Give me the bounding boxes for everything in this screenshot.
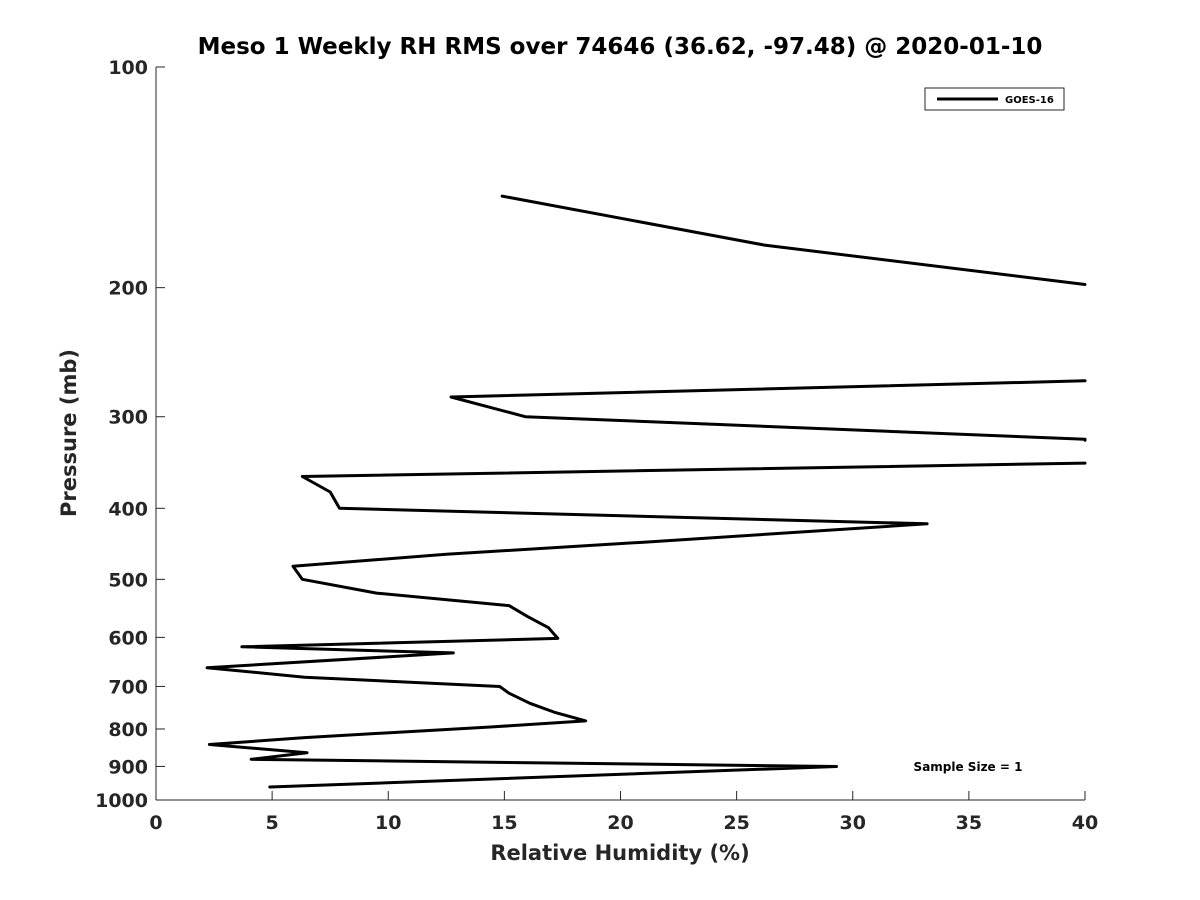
x-tick-label: 30 xyxy=(840,812,866,834)
sample-size-annotation: Sample Size = 1 xyxy=(914,760,1023,774)
x-tick-label: 35 xyxy=(956,812,982,834)
y-tick-label: 200 xyxy=(108,278,148,300)
series-line-goes-16-segment-3 xyxy=(205,461,1087,789)
x-tick-label: 0 xyxy=(149,812,162,834)
series-line-goes-16-segment-2 xyxy=(449,379,1087,442)
y-tick-label: 900 xyxy=(108,756,148,778)
legend: GOES-16 xyxy=(924,87,1065,111)
series-layer xyxy=(205,194,1087,789)
x-ticks: 0 5 10 15 20 25 30 35 40 xyxy=(149,791,1098,834)
y-tick-label: 1000 xyxy=(95,790,148,812)
x-axis-label: Relative Humidity (%) xyxy=(490,841,749,865)
y-ticks: 100 200 300 400 500 600 700 800 900 1000 xyxy=(95,57,165,812)
y-tick-label: 600 xyxy=(108,627,148,649)
y-tick-label: 300 xyxy=(108,407,148,429)
y-tick-label: 100 xyxy=(108,57,148,79)
x-tick-label: 25 xyxy=(723,812,749,834)
y-tick-label: 700 xyxy=(108,676,148,698)
x-tick-label: 15 xyxy=(491,812,517,834)
x-tick-label: 5 xyxy=(266,812,279,834)
series-line-goes-16-segment-1 xyxy=(500,194,1087,286)
x-tick-label: 40 xyxy=(1072,812,1098,834)
y-tick-label: 500 xyxy=(108,569,148,591)
y-tick-label: 400 xyxy=(108,498,148,520)
y-tick-label: 800 xyxy=(108,719,148,741)
x-tick-label: 10 xyxy=(375,812,401,834)
legend-label-goes-16: GOES-16 xyxy=(1005,95,1054,106)
x-tick-label: 20 xyxy=(607,812,633,834)
y-axis-label: Pressure (mb) xyxy=(57,349,81,517)
chart-title: Meso 1 Weekly RH RMS over 74646 (36.62, … xyxy=(198,34,1043,60)
